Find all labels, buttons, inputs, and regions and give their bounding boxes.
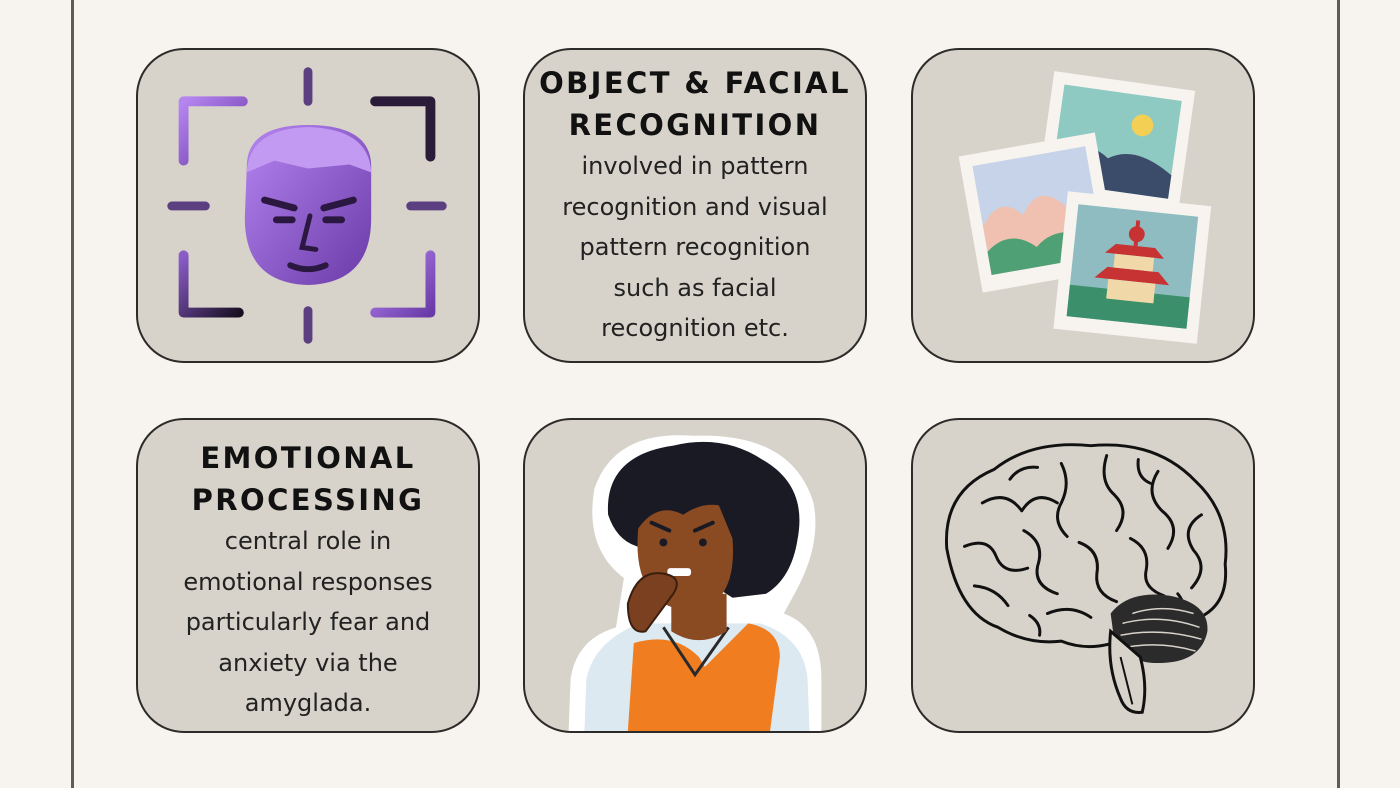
object-facial-recognition-card: OBJECT & FACIAL RECOGNITION involved in … xyxy=(523,48,867,363)
emotional-processing-card: EMOTIONAL PROCESSING central role in emo… xyxy=(136,418,480,733)
object-facial-recognition-description: involved in pattern recognition and visu… xyxy=(562,152,828,342)
emotional-processing-heading: EMOTIONAL PROCESSING xyxy=(191,441,425,517)
brain-icon xyxy=(945,443,1228,714)
photos-icon xyxy=(958,71,1212,344)
anxious-person-card xyxy=(523,418,867,733)
right-border-line xyxy=(1337,0,1340,788)
emotional-processing-description: central role in emotional responses part… xyxy=(183,527,433,717)
left-border-line xyxy=(71,0,74,788)
brain-card xyxy=(911,418,1255,733)
object-facial-recognition-heading: OBJECT & FACIAL RECOGNITION xyxy=(539,66,851,142)
anxious-person-icon xyxy=(568,435,822,731)
face-scan-icon xyxy=(167,67,447,344)
photos-card xyxy=(911,48,1255,363)
face-scan-card xyxy=(136,48,480,363)
